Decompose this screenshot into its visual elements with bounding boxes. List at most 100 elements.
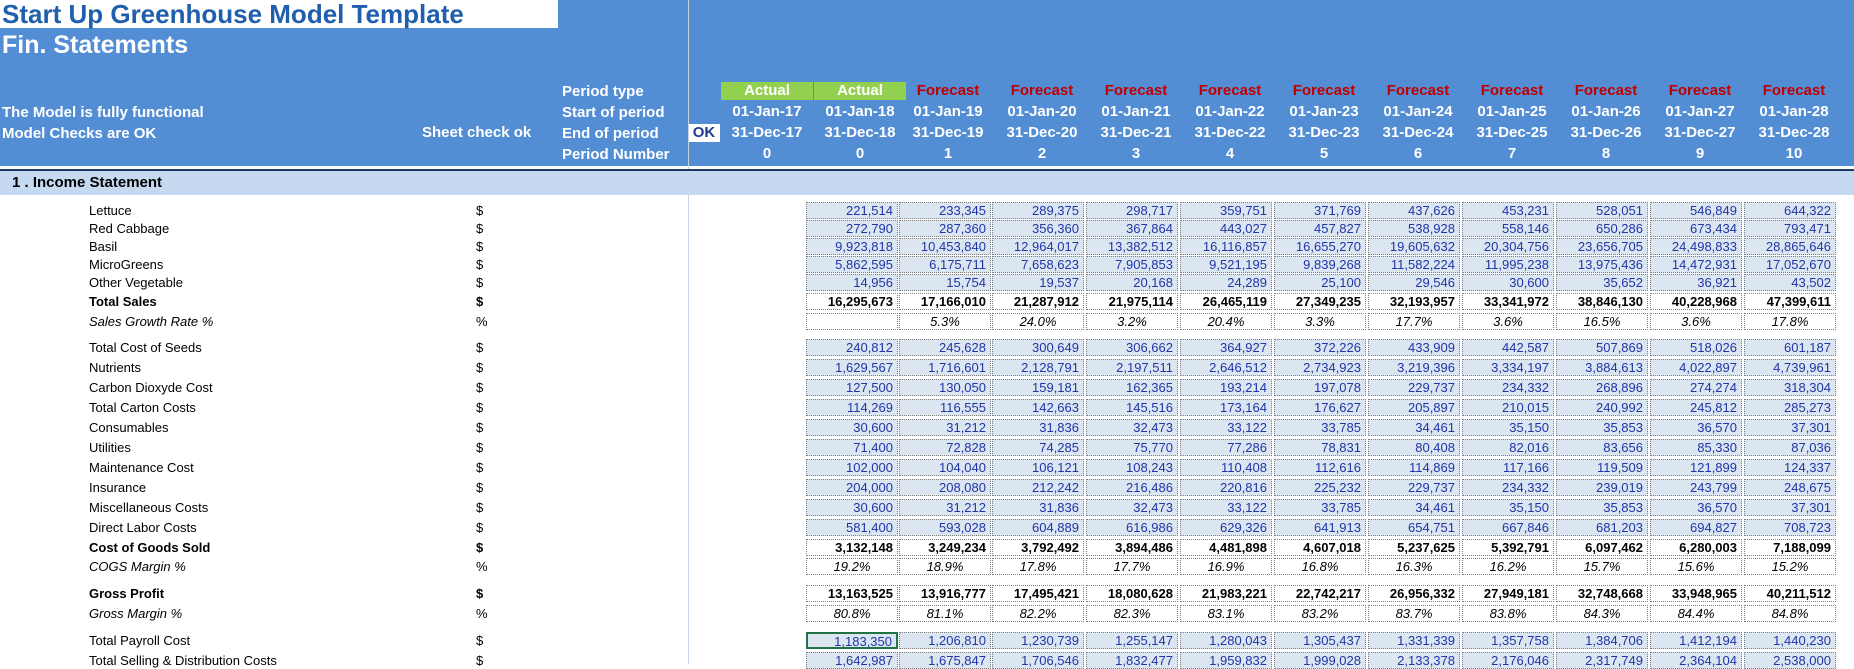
period-number[interactable]: 4 <box>1225 145 1235 162</box>
value-cell[interactable]: 127,500 <box>806 379 898 396</box>
value-cell[interactable]: 21,287,912 <box>992 293 1084 310</box>
value-cell[interactable]: 1,642,987 <box>806 652 898 669</box>
value-cell[interactable]: 6,280,003 <box>1650 539 1742 556</box>
value-cell[interactable]: 80,408 <box>1368 439 1460 456</box>
value-cell[interactable]: 4,022,897 <box>1650 359 1742 376</box>
value-cell[interactable]: 23,656,705 <box>1556 238 1648 255</box>
value-cell[interactable]: 248,675 <box>1744 479 1836 496</box>
value-cell[interactable]: 1,183,350 <box>806 632 898 649</box>
value-cell[interactable]: 27,949,181 <box>1462 585 1554 602</box>
period-start[interactable]: 01-Jan-27 <box>1665 103 1735 120</box>
value-cell[interactable]: 245,628 <box>899 339 991 356</box>
value-cell[interactable]: 2,133,378 <box>1368 652 1460 669</box>
value-cell[interactable]: 2,197,511 <box>1086 359 1178 376</box>
value-cell[interactable]: 25,100 <box>1274 274 1366 291</box>
period-type[interactable]: Forecast <box>916 82 980 99</box>
row-label[interactable]: Carbon Dioxyde Cost <box>89 380 213 395</box>
value-cell[interactable]: 33,122 <box>1180 499 1272 516</box>
value-cell[interactable]: 13,163,525 <box>806 585 898 602</box>
value-cell[interactable]: 78,831 <box>1274 439 1366 456</box>
period-end[interactable]: 31-Dec-24 <box>1382 124 1454 141</box>
value-cell[interactable]: 673,434 <box>1650 220 1742 237</box>
row-unit[interactable]: $ <box>476 294 484 309</box>
value-cell[interactable]: 205,897 <box>1368 399 1460 416</box>
value-cell[interactable]: 1,675,847 <box>899 652 991 669</box>
value-cell[interactable]: 437,626 <box>1368 202 1460 219</box>
value-cell[interactable]: 35,150 <box>1462 419 1554 436</box>
value-cell[interactable]: 84.4% <box>1650 605 1742 622</box>
period-end[interactable]: 31-Dec-26 <box>1570 124 1642 141</box>
value-cell[interactable]: 197,078 <box>1274 379 1366 396</box>
value-cell[interactable]: 112,616 <box>1274 459 1366 476</box>
value-cell[interactable] <box>806 313 898 330</box>
value-cell[interactable]: 20,168 <box>1086 274 1178 291</box>
value-cell[interactable]: 1,832,477 <box>1086 652 1178 669</box>
value-cell[interactable]: 37,301 <box>1744 419 1836 436</box>
value-cell[interactable]: 16.3% <box>1368 558 1460 575</box>
period-start[interactable]: 01-Jan-19 <box>913 103 983 120</box>
value-cell[interactable]: 629,326 <box>1180 519 1272 536</box>
value-cell[interactable]: 581,400 <box>806 519 898 536</box>
period-type[interactable]: Actual <box>721 82 813 100</box>
period-type[interactable]: Forecast <box>1480 82 1544 99</box>
row-unit[interactable]: $ <box>476 540 484 555</box>
period-end[interactable]: 31-Dec-27 <box>1664 124 1736 141</box>
value-cell[interactable]: 15,754 <box>899 274 991 291</box>
value-cell[interactable]: 216,486 <box>1086 479 1178 496</box>
value-cell[interactable]: 12,964,017 <box>992 238 1084 255</box>
value-cell[interactable]: 28,865,646 <box>1744 238 1836 255</box>
period-start[interactable]: 01-Jan-17 <box>732 103 802 120</box>
period-type[interactable]: Forecast <box>1198 82 1262 99</box>
value-cell[interactable]: 142,663 <box>992 399 1084 416</box>
value-cell[interactable]: 82.3% <box>1086 605 1178 622</box>
value-cell[interactable]: 17,495,421 <box>992 585 1084 602</box>
value-cell[interactable]: 106,121 <box>992 459 1084 476</box>
row-unit[interactable]: $ <box>476 520 484 535</box>
value-cell[interactable]: 24,498,833 <box>1650 238 1742 255</box>
value-cell[interactable]: 75,770 <box>1086 439 1178 456</box>
value-cell[interactable]: 13,916,777 <box>899 585 991 602</box>
value-cell[interactable]: 1,959,832 <box>1180 652 1272 669</box>
value-cell[interactable]: 371,769 <box>1274 202 1366 219</box>
row-unit[interactable]: $ <box>476 203 484 218</box>
value-cell[interactable]: 114,869 <box>1368 459 1460 476</box>
value-cell[interactable]: 31,212 <box>899 419 991 436</box>
value-cell[interactable]: 243,799 <box>1650 479 1742 496</box>
value-cell[interactable]: 234,332 <box>1462 479 1554 496</box>
value-cell[interactable]: 5,862,595 <box>806 256 898 273</box>
value-cell[interactable]: 2,734,923 <box>1274 359 1366 376</box>
row-label[interactable]: Nutrients <box>89 360 142 375</box>
value-cell[interactable]: 47,399,611 <box>1744 293 1836 310</box>
value-cell[interactable]: 3.2% <box>1086 313 1178 330</box>
value-cell[interactable]: 538,928 <box>1368 220 1460 237</box>
value-cell[interactable]: 33,122 <box>1180 419 1272 436</box>
value-cell[interactable]: 229,737 <box>1368 379 1460 396</box>
value-cell[interactable]: 162,365 <box>1086 379 1178 396</box>
value-cell[interactable]: 433,909 <box>1368 339 1460 356</box>
period-number[interactable]: 7 <box>1507 145 1517 162</box>
value-cell[interactable]: 2,538,000 <box>1744 652 1836 669</box>
period-start[interactable]: 01-Jan-18 <box>825 103 895 120</box>
value-cell[interactable]: 3,894,486 <box>1086 539 1178 556</box>
value-cell[interactable]: 518,026 <box>1650 339 1742 356</box>
value-cell[interactable]: 117,166 <box>1462 459 1554 476</box>
value-cell[interactable]: 35,652 <box>1556 274 1648 291</box>
value-cell[interactable]: 3.6% <box>1462 313 1554 330</box>
value-cell[interactable]: 793,471 <box>1744 220 1836 237</box>
value-cell[interactable]: 650,286 <box>1556 220 1648 237</box>
value-cell[interactable]: 5,237,625 <box>1368 539 1460 556</box>
period-start[interactable]: 01-Jan-20 <box>1007 103 1077 120</box>
value-cell[interactable]: 16.2% <box>1462 558 1554 575</box>
value-cell[interactable]: 16,116,857 <box>1180 238 1272 255</box>
value-cell[interactable]: 21,983,221 <box>1180 585 1272 602</box>
period-number[interactable]: 8 <box>1601 145 1611 162</box>
value-cell[interactable]: 17.7% <box>1086 558 1178 575</box>
period-start[interactable]: 0 <box>1842 103 1854 120</box>
value-cell[interactable]: 77,286 <box>1180 439 1272 456</box>
value-cell[interactable]: 593,028 <box>899 519 991 536</box>
value-cell[interactable]: 7,188,099 <box>1744 539 1836 556</box>
value-cell[interactable]: 19.2% <box>806 558 898 575</box>
value-cell[interactable]: 43,502 <box>1744 274 1836 291</box>
value-cell[interactable]: 1,440,230 <box>1744 632 1836 649</box>
value-cell[interactable]: 240,992 <box>1556 399 1648 416</box>
